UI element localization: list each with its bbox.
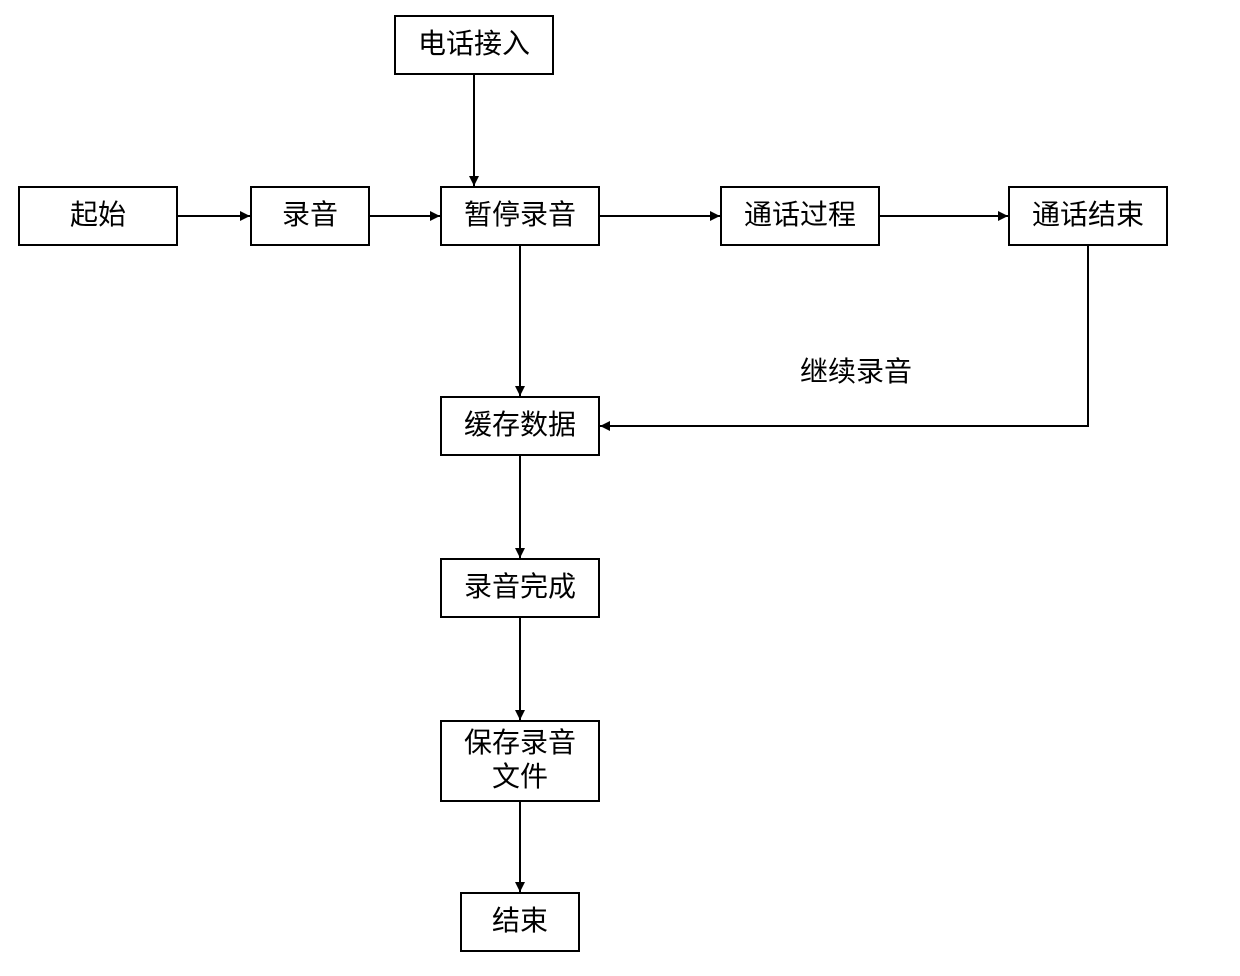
flowchart-canvas: 电话接入起始 录音 暂停录音 通话过程 通话结束缓存数据录音完成保存录音文件结束 继续录…	[0, 0, 1240, 976]
node-start: 起始	[18, 186, 178, 246]
node-call_end: 通话结束	[1008, 186, 1168, 246]
node-cache: 缓存数据	[440, 396, 600, 456]
node-record: 录音	[250, 186, 370, 246]
node-save: 保存录音文件	[440, 720, 600, 802]
edges-layer	[0, 0, 1240, 976]
node-rec_done: 录音完成	[440, 558, 600, 618]
node-phone_in: 电话接入	[394, 15, 554, 75]
node-call_proc: 通话过程	[720, 186, 880, 246]
node-end: 结束	[460, 892, 580, 952]
edge-call_end-to-cache	[600, 246, 1088, 426]
edge-label-call_end-to-cache: 继续录音	[800, 350, 912, 390]
node-pause: 暂停录音	[440, 186, 600, 246]
